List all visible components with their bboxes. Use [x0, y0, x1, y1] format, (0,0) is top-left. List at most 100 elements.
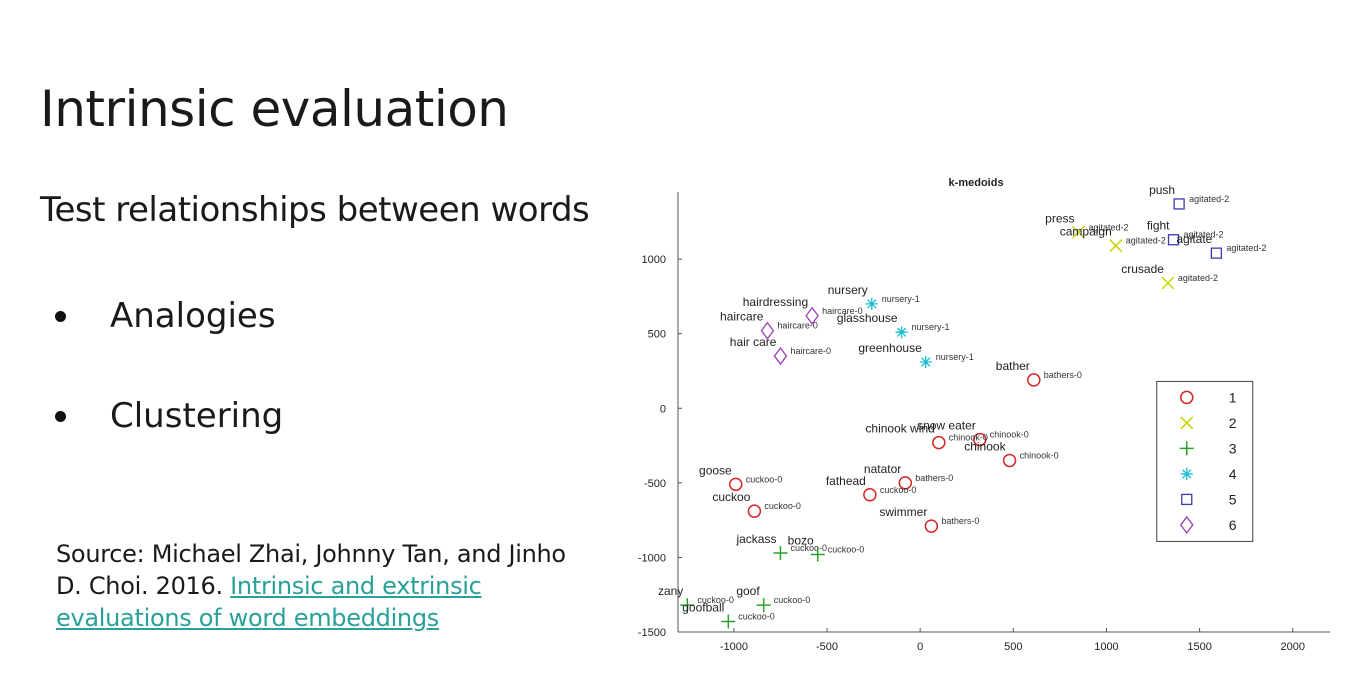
legend-marker [1179, 441, 1194, 456]
bullet-item-analogies: Analogies [55, 296, 276, 336]
x-tick-label: 1000 [1094, 641, 1118, 653]
data-point-marker [865, 297, 878, 310]
data-point-word: jackass [735, 532, 776, 546]
x-tick-label: 0 [917, 641, 923, 653]
data-point-word: campaign [1060, 225, 1112, 239]
data-point-tag: bathers-0 [1044, 370, 1082, 380]
data-point-marker [747, 504, 762, 518]
data-point-word: snow eater [917, 419, 976, 433]
bullet-item-clustering: Clustering [55, 396, 283, 436]
source-citation: Source: Michael Zhai, Johnny Tan, and Ji… [56, 538, 596, 634]
data-point-tag: cuckoo-0 [764, 501, 801, 511]
data-point-word: agitate [1176, 232, 1212, 246]
data-point-tag: cuckoo-0 [790, 543, 827, 553]
data-point-marker [680, 598, 695, 613]
data-point-tag: nursery-1 [936, 352, 974, 362]
data-point-marker [895, 326, 908, 339]
data-point-marker [932, 435, 946, 450]
data-point-tag: agitated-2 [1178, 273, 1218, 283]
y-tick-label: 500 [648, 329, 666, 341]
data-point-tag: bathers-0 [915, 473, 953, 483]
data-point-tag: cuckoo-0 [828, 544, 865, 554]
data-point-marker [1161, 276, 1175, 290]
bullet-label: Clustering [110, 396, 284, 436]
data-point-word: crusade [1121, 262, 1164, 276]
data-point-tag: cuckoo-0 [746, 474, 783, 484]
data-point-marker [728, 477, 743, 492]
data-point-tag: agitated-2 [1126, 236, 1166, 246]
data-point-tag: haircare-0 [777, 321, 818, 331]
data-point-word: push [1149, 183, 1175, 197]
source-text: Source: Michael Zhai, Johnny Tan, and Ji… [56, 540, 566, 600]
data-point-marker [805, 306, 819, 325]
data-point-tag: agitated-2 [1226, 243, 1266, 253]
k-medoids-scatter-plot: k-medoids-1000 -500 0 500 1000 1500 2000-1500-… [638, 177, 1330, 653]
data-point-word: bather [996, 359, 1030, 373]
data-point-word: zany [658, 584, 683, 598]
legend-marker [1181, 493, 1193, 506]
data-point-word: haircare [720, 310, 764, 324]
data-point-marker [924, 519, 939, 533]
legend-label: 5 [1229, 491, 1237, 507]
data-point-tag: agitated-2 [1184, 230, 1224, 240]
data-point-marker [973, 432, 987, 447]
chart-title: k-medoids [949, 177, 1004, 189]
data-point-word: chinook [964, 439, 1006, 453]
legend-marker [1180, 416, 1194, 430]
y-tick-label: 1000 [642, 254, 666, 266]
legend-box [1156, 380, 1254, 542]
bullet-dot [55, 310, 66, 322]
legend-label: 4 [1229, 466, 1237, 482]
data-point-marker [898, 476, 913, 490]
legend-marker [1179, 515, 1194, 535]
data-point-marker [1173, 198, 1185, 210]
legend-label: 6 [1229, 517, 1237, 533]
data-point-marker [810, 547, 825, 562]
data-point-marker [863, 488, 877, 502]
data-point-tag: nursery-1 [912, 322, 950, 332]
data-point-marker [919, 356, 932, 369]
y-tick-label: -1500 [638, 627, 666, 639]
data-point-word: fathead [826, 474, 866, 488]
data-point-marker [773, 545, 788, 560]
data-point-word: cuckoo [712, 490, 750, 504]
data-point-word: fight [1147, 219, 1170, 233]
x-tick-label: 1500 [1187, 641, 1211, 653]
data-point-word: nursery [828, 283, 868, 297]
bullet-dot [55, 410, 66, 422]
slide-title: Intrinsic evaluation [40, 80, 509, 138]
data-point-word: hairdressing [743, 295, 808, 309]
data-point-word: bozo [788, 533, 814, 547]
legend-label: 3 [1229, 440, 1237, 456]
data-point-marker [721, 614, 736, 629]
data-point-marker [773, 346, 788, 366]
data-point-tag: chinook-0 [1020, 450, 1059, 460]
legend-marker [1180, 390, 1194, 405]
y-tick-label: -1000 [638, 552, 666, 564]
data-point-tag: cuckoo-0 [738, 612, 775, 622]
data-point-marker [760, 321, 775, 340]
x-tick-label: -500 [816, 641, 838, 653]
data-point-word: goose [699, 463, 732, 477]
legend-label: 1 [1229, 389, 1237, 405]
data-point-tag: nursery-1 [882, 294, 920, 304]
data-point-tag: bathers-0 [941, 516, 979, 526]
data-point-tag: chinook-0 [990, 430, 1029, 440]
data-point-word: swimmer [879, 505, 927, 519]
data-point-word: goofball [682, 601, 724, 615]
data-point-marker [1071, 225, 1086, 239]
x-tick-label: 2000 [1281, 641, 1305, 653]
data-point-tag: cuckoo-0 [880, 485, 917, 495]
data-point-marker [1109, 239, 1123, 253]
data-point-word: goof [736, 584, 760, 598]
data-point-marker [1210, 247, 1223, 259]
source-link[interactable]: Intrinsic and extrinsic evaluations of w… [56, 572, 482, 632]
legend-label: 2 [1229, 415, 1237, 431]
data-point-marker [1167, 234, 1180, 246]
data-point-tag: cuckoo-0 [774, 595, 811, 605]
data-point-tag: cuckoo-0 [697, 595, 734, 605]
x-tick-label: 500 [1004, 641, 1022, 653]
x-tick-label: -1000 [720, 641, 748, 653]
bullet-label: Analogies [110, 296, 276, 336]
data-point-marker [1002, 453, 1017, 468]
